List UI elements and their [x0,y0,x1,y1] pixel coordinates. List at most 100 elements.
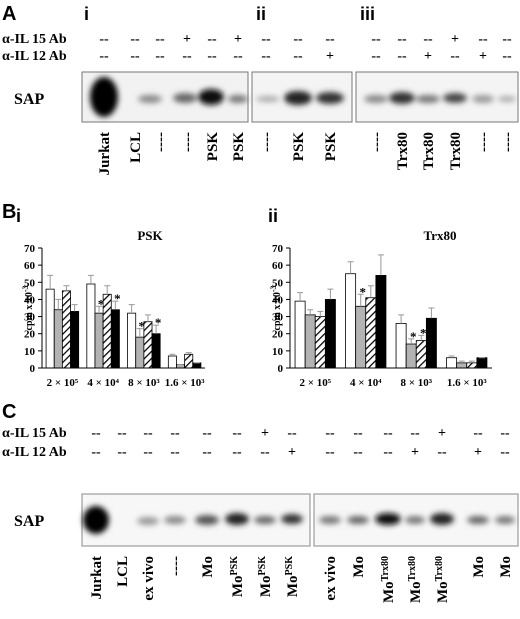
lane-label: MoTrx80 [380,556,397,603]
error-bar [357,293,364,307]
lane-label-text: ex vivo [323,556,339,601]
section-label: iii [360,4,375,24]
treatment-mark: + [474,445,482,460]
y-axis-label: cpm x 10-3 [21,285,35,330]
lane-label: PSK [205,132,221,162]
error-bar [468,360,475,363]
bar [135,336,145,369]
lane-label: Mo [200,556,216,578]
bar [314,316,326,369]
treatment-mark: -- [473,426,483,441]
lane-label-text: Mo [408,581,424,603]
y-axis-label-sup: -3 [269,285,278,292]
lane-label-sup: Trx80 [380,556,391,581]
bar [102,293,112,369]
treatment-mark: + [261,426,269,441]
bar [304,314,316,369]
lane-label: MoPSK [257,556,274,597]
bar [415,340,427,369]
treatment-mark: -- [232,426,242,441]
lane-label: MoPSK [229,556,246,597]
lane-label: ---- [369,132,385,152]
bar [192,362,202,369]
treatment-mark: -- [478,32,488,47]
treatment-mark: -- [353,426,363,441]
error-bar [169,353,176,356]
y-tick-label: 10 [24,346,36,358]
significance-star: * [420,325,427,340]
blot-label: SAP [14,91,44,108]
chart-title: Trx80 [424,228,457,243]
significance-star: * [139,319,146,334]
error-bar [297,292,304,302]
bar [355,305,367,369]
error-bar [104,285,111,295]
bar [294,300,306,369]
bar [127,312,137,369]
treatment-mark: -- [233,49,243,64]
y-tick-label: 0 [30,363,36,375]
x-tick-label: 4 × 10⁴ [350,377,382,389]
treatment-mark: + [288,445,296,460]
treatment-mark: -- [260,445,270,460]
lane-label: Jurkat [89,556,105,599]
error-bar [153,324,160,334]
row-label: α-IL 12 Ab [2,445,67,460]
treatment-mark: -- [130,32,140,47]
treatment-mark: -- [99,49,109,64]
significance-star: * [155,315,162,330]
y-tick-label: 40 [24,294,36,306]
error-bar [347,261,354,274]
panel-label: A [2,3,16,25]
treatment-mark: -- [500,426,510,441]
x-tick-label: 1.6 × 10³ [447,377,488,389]
treatment-mark: -- [202,445,212,460]
lane-label-text: Mo [471,556,487,578]
lane-label-text: Mo [435,581,451,603]
chart-title: PSK [137,228,163,243]
treatment-mark: -- [143,445,153,460]
lane-label-text: ex vivo [141,556,157,601]
y-axis-label-sup: -3 [21,285,30,292]
treatment-mark: -- [287,426,297,441]
panel-label: B [2,201,16,223]
treatment-mark: + [479,49,487,64]
treatment-mark: -- [99,32,109,47]
lane-label: MoTrx80 [434,556,451,603]
treatment-mark: -- [502,32,512,47]
x-tick-label: 8 × 10³ [128,377,160,389]
treatment-mark: -- [293,32,303,47]
lane-label-sup: PSK [284,556,295,576]
y-tick-label: 30 [24,312,36,324]
treatment-mark: -- [91,426,101,441]
error-bar [47,274,54,290]
lane-label: PSK [323,132,339,162]
lane-label: ---- [153,132,169,152]
treatment-mark: + [411,445,419,460]
treatment-mark: + [424,49,432,64]
bar [405,343,417,369]
lane-label: ---- [259,132,275,152]
error-bar [87,274,94,284]
section-label: i [84,4,89,24]
y-tick-label: 0 [278,363,284,375]
bar [476,357,488,369]
treatment-mark: -- [261,32,271,47]
panel-label: C [2,401,16,423]
row-label: α-IL 15 Ab [2,426,67,441]
y-tick-label: 40 [272,294,284,306]
section-label: ii [256,4,266,24]
lane-label: Trx80 [421,132,437,170]
bar [446,357,458,369]
treatment-mark: -- [383,426,393,441]
bar [395,323,407,369]
error-bar [377,254,384,276]
bar [345,273,357,369]
lane-label: Mo [351,556,367,578]
bar [61,290,71,369]
significance-star: * [114,291,121,306]
treatment-mark: -- [91,445,101,460]
lane-label: Mo [471,556,487,578]
section-label: ii [268,206,278,226]
treatment-mark: -- [143,426,153,441]
